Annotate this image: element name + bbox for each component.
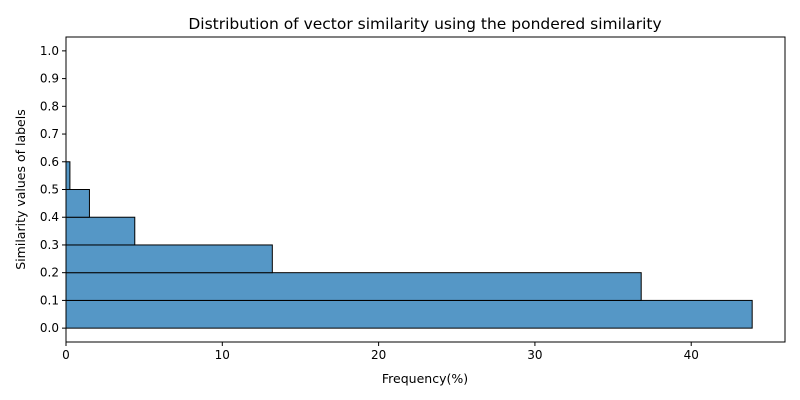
y-tick-label: 0.7 xyxy=(40,127,59,141)
x-tick-label: 40 xyxy=(684,348,699,362)
histogram-bar xyxy=(65,161,71,190)
y-axis: 0.0 0.1 0.2 0.3 0.4 0.5 0.6 0.7 0.8 0.9 1.0 xyxy=(40,44,66,335)
histogram-bar xyxy=(65,272,642,301)
histogram-bar xyxy=(65,299,753,329)
bars-layer xyxy=(65,161,753,329)
y-tick-label: 1.0 xyxy=(40,44,59,58)
y-tick-label: 0.5 xyxy=(40,183,59,197)
histogram-bar xyxy=(65,244,273,274)
y-tick-label: 0.8 xyxy=(40,99,59,113)
chart-title: Distribution of vector similarity using … xyxy=(188,15,661,33)
y-axis-label: Similarity values of labels xyxy=(13,109,28,269)
x-axis: 0 10 20 30 40 xyxy=(62,342,699,362)
x-tick-label: 10 xyxy=(215,348,230,362)
y-tick-label: 0.2 xyxy=(40,266,59,280)
y-tick-label: 0.4 xyxy=(40,210,59,224)
x-tick-label: 20 xyxy=(371,348,386,362)
x-tick-label: 30 xyxy=(527,348,542,362)
histogram-bar xyxy=(65,189,90,218)
y-tick-label: 0.0 xyxy=(40,321,59,335)
x-axis-label: Frequency(%) xyxy=(382,371,468,386)
histogram-bar xyxy=(65,216,136,246)
y-tick-label: 0.6 xyxy=(40,155,59,169)
y-tick-label: 0.9 xyxy=(40,72,59,86)
x-tick-label: 0 xyxy=(62,348,70,362)
y-tick-label: 0.1 xyxy=(40,293,59,307)
y-tick-label: 0.3 xyxy=(40,238,59,252)
